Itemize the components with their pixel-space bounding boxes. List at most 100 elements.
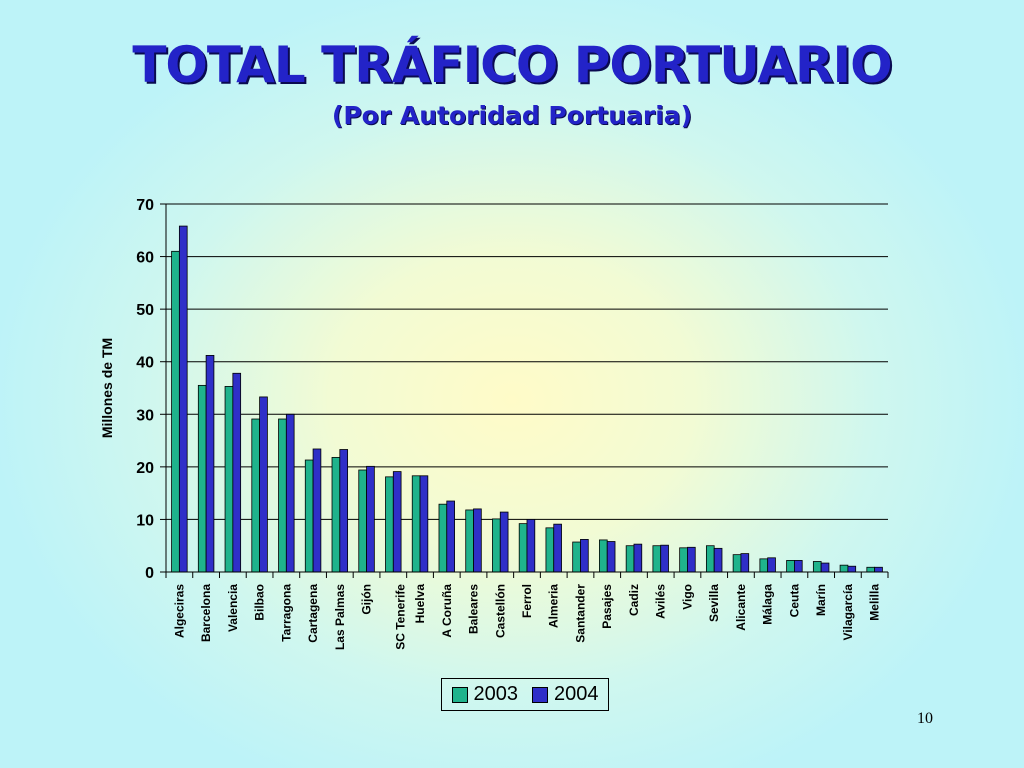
x-tick-label: Tarragona (279, 584, 293, 642)
bar-2003-valencia (224, 386, 234, 573)
bar-2003-castellón (492, 518, 501, 573)
bar-2003-ferrol (518, 523, 528, 573)
bar-2003-vilagarcía (839, 564, 849, 573)
legend-label-2004: 2004 (554, 683, 599, 705)
x-tick-label: Sevilla (707, 584, 721, 622)
x-tick-label: Almeria (547, 584, 561, 628)
x-tick-label: Cartagena (306, 584, 320, 643)
bar-2004-vigo (687, 546, 696, 573)
bar-2003-sc-tenerife (385, 476, 394, 573)
x-tick-label: Vigo (680, 584, 694, 610)
legend-swatch-2003 (451, 686, 468, 703)
chart-title: TOTAL TRÁFICO PORTUARIO (132, 36, 892, 94)
bar-2004-valencia (232, 372, 242, 573)
legend-label-2003: 2003 (473, 683, 519, 705)
y-tick-label: 50 (136, 302, 154, 319)
x-tick-label: Ceuta (787, 584, 801, 618)
bar-2004-gijón (366, 465, 375, 573)
bar-2003-ceuta (786, 560, 795, 573)
x-tick-label: Cadiz (627, 584, 641, 616)
bar-2004-a-coruña (446, 500, 455, 573)
bar-2003-alicante (732, 554, 742, 573)
bar-2003-gijón (358, 469, 367, 573)
x-tick-label: SC Tenerife (393, 584, 407, 650)
bar-2003-sevilla (705, 545, 715, 573)
bar-2003-tarragona (278, 418, 287, 573)
bar-2004-avilés (660, 544, 669, 573)
bar-2004-melilla (874, 566, 883, 573)
x-tick-label: Castellón (493, 584, 507, 638)
x-tick-label: Pasajes (600, 584, 614, 629)
bar-2003-baleares (465, 509, 474, 573)
y-axis-label: Millones de TM (99, 338, 115, 438)
x-tick-label: Gijón (360, 584, 374, 615)
bar-2003-cadiz (625, 545, 635, 573)
bar-2004-tarragona (285, 413, 295, 573)
legend-item-2003: 2003 (451, 683, 519, 706)
x-tick-label: Las Palmas (333, 584, 347, 650)
bar-2004-ceuta (794, 560, 803, 573)
page-number: 10 (917, 710, 933, 727)
bar-2004-málaga (767, 557, 776, 573)
x-tick-label: Málaga (761, 584, 775, 625)
x-tick-label: Algeciras (172, 584, 186, 638)
bar-2003-melilla (866, 566, 876, 573)
bar-2004-cadiz (633, 543, 643, 573)
bar-2004-bilbao (259, 396, 268, 573)
bar-2003-barcelona (197, 384, 207, 573)
x-tick-label: Baleares (467, 584, 481, 634)
bar-2004-almeria (553, 523, 562, 573)
bar-2004-alicante (740, 553, 750, 573)
bar-2004-castellón (499, 511, 509, 573)
x-tick-label: Marín (814, 584, 828, 616)
bar-2004-algeciras (178, 225, 188, 573)
gridlines (166, 203, 888, 520)
x-tick-label: Alicante (734, 584, 748, 631)
bar-2003-huelva (411, 475, 421, 573)
bar-2003-algeciras (171, 250, 180, 573)
bar-2003-cartagena (304, 459, 314, 573)
bar-2004-marín (820, 562, 830, 573)
bar-2004-santander (580, 539, 589, 573)
bar-2003-almeria (545, 527, 555, 573)
x-tick-label: Santander (573, 584, 587, 643)
bar-2004-las-palmas (339, 449, 349, 573)
bar-2003-bilbao (251, 418, 260, 573)
bar-2004-cartagena (312, 448, 322, 573)
x-tick-label: Valencia (226, 584, 240, 632)
bar-2004-baleares (473, 508, 482, 573)
x-tick-label: Melilla (868, 584, 882, 621)
x-tick-label: A Coruña (440, 584, 454, 638)
chart-subtitle: (Por Autoridad Portuaria) (331, 101, 693, 130)
bar-2004-ferrol (526, 519, 536, 573)
y-tick-label: 0 (145, 565, 154, 582)
bar-2004-sevilla (713, 547, 723, 573)
bar-2003-avilés (652, 545, 662, 573)
bar-2004-pasajes (606, 541, 616, 573)
bar-2004-huelva (419, 475, 429, 573)
bar-2003-a-coruña (438, 503, 448, 573)
x-tick-label: Barcelona (199, 584, 213, 642)
bar-2004-vilagarcía (847, 565, 857, 573)
bar-2003-las-palmas (331, 456, 341, 573)
x-tick-label: Bilbao (253, 584, 267, 621)
x-axis: Algeciras Barcelona Valencia Bilbao Tarragon… (165, 571, 889, 650)
bar-2003-málaga (759, 558, 769, 573)
y-axis: 0 10 20 30 40 50 60 70 (136, 197, 167, 582)
x-tick-label: Huelva (413, 584, 427, 624)
legend-swatch-2004 (532, 686, 548, 703)
x-tick-label: Avilés (654, 584, 668, 619)
y-tick-label: 70 (136, 197, 154, 214)
bar-2004-sc-tenerife (392, 471, 402, 573)
bar-2003-pasajes (599, 539, 608, 573)
y-tick-label: 20 (136, 460, 154, 477)
bar-2003-santander (572, 541, 581, 573)
y-tick-label: 30 (136, 407, 154, 424)
y-tick-label: 40 (136, 355, 154, 372)
legend-item-2004: 2004 (532, 683, 599, 706)
y-tick-label: 10 (136, 512, 154, 529)
bars (171, 225, 883, 573)
x-tick-label: Ferrol (520, 584, 534, 618)
bar-2003-vigo (679, 547, 688, 573)
